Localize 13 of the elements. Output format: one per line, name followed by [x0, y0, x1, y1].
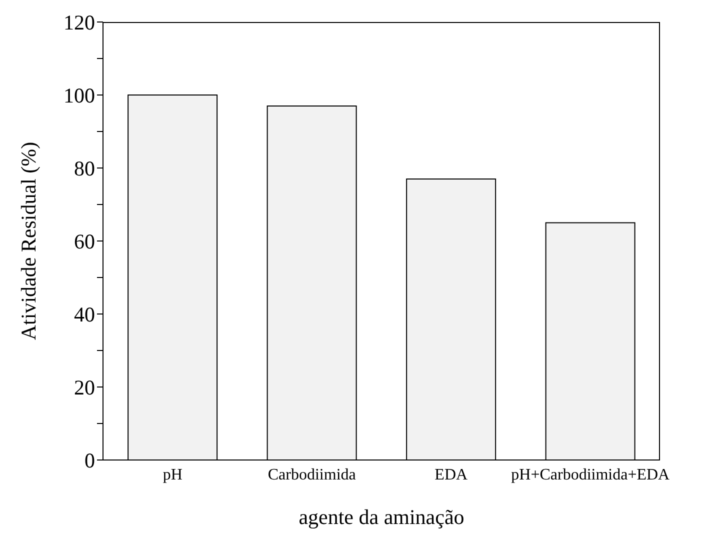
- y-tick-label: 40: [74, 302, 95, 326]
- x-tick-label: Carbodiimida: [268, 466, 356, 484]
- y-tick-label: 80: [74, 156, 95, 180]
- y-tick-label: 20: [74, 375, 95, 400]
- y-tick-label: 0: [84, 448, 95, 472]
- y-axis-title: Atividade Residual (%): [16, 142, 40, 340]
- y-tick-label: 120: [64, 10, 95, 34]
- y-tick-label: 100: [64, 83, 95, 108]
- x-axis-title: agente da aminação: [298, 505, 464, 529]
- y-tick-label: 60: [74, 229, 95, 254]
- x-tick-label: pH+Carbodiimida+EDA: [511, 466, 670, 484]
- x-tick-label: EDA: [434, 466, 468, 484]
- x-tick-label: pH: [162, 466, 183, 484]
